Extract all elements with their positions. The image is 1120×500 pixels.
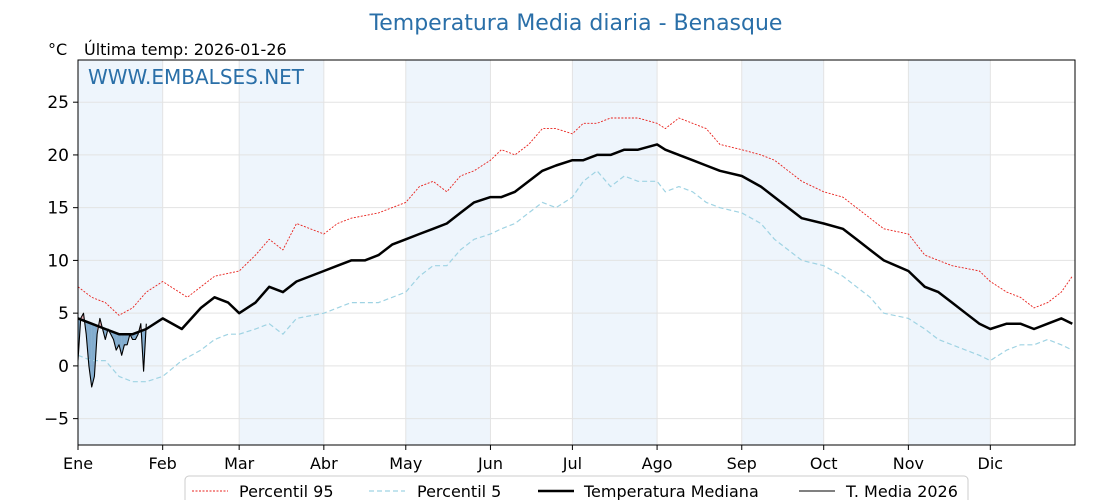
x-tick-label: Abr [310,454,338,473]
chart-title: Temperatura Media diaria - Benasque [369,11,783,36]
month-band [741,60,824,445]
legend: Percentil 95 Percentil 5 Temperatura Media… [184,475,969,500]
x-tick-label: Nov [893,454,924,473]
month-band [908,60,991,445]
x-tick-label: Dic [978,454,1004,473]
y-tick-label: 5 [58,304,69,324]
deviation-fill [91,323,95,387]
series-line [77,312,147,388]
series-group [77,117,1073,388]
deviation-fill [119,334,122,356]
legend-label: Temperatura Mediana [583,482,759,500]
y-tick-label: 15 [47,199,69,219]
x-tick-label: Mar [224,454,255,473]
y-tick-label: −5 [44,410,69,430]
legend-label: Percentil 5 [417,482,501,500]
y-tick-label: 25 [47,93,69,113]
series-line [77,143,1073,336]
x-tick-label: Oct [810,454,838,473]
x-tick-label: Feb [149,454,177,473]
plot-frame [77,59,1076,446]
series-line [77,170,1073,383]
month-band [239,60,324,445]
month-bands [78,60,991,445]
x-tick-label: Ago [642,454,673,473]
legend-box [184,475,969,500]
deviation-fill [124,334,128,345]
x-axis: Ene Feb Mar Abr May Jun Jul Ago Sep Oct Nov Dic [63,445,1003,473]
series-line [77,117,1073,316]
x-tick-label: Jul [562,454,582,473]
x-tick-label: Jun [477,454,503,473]
y-axis: −5 0 5 10 15 20 25 [44,93,78,430]
unit-label: °C [48,40,67,59]
x-tick-label: May [389,454,422,473]
month-band [405,60,491,445]
grid-lines [77,60,1075,445]
last-temp-label: Última temp: 2026-01-26 [84,40,287,59]
y-tick-label: 20 [47,146,69,166]
x-tick-label: Ene [63,454,93,473]
deviation-fill [121,334,125,356]
watermark: WWW.EMBALSES.NET [88,65,305,89]
month-band [78,60,163,445]
x-tick-label: Sep [727,454,757,473]
legend-label: Percentil 95 [239,482,334,500]
y-tick-label: 0 [58,357,69,377]
y-tick-label: 10 [47,251,69,271]
legend-label: T. Media 2026 [845,482,958,500]
month-band [572,60,658,445]
